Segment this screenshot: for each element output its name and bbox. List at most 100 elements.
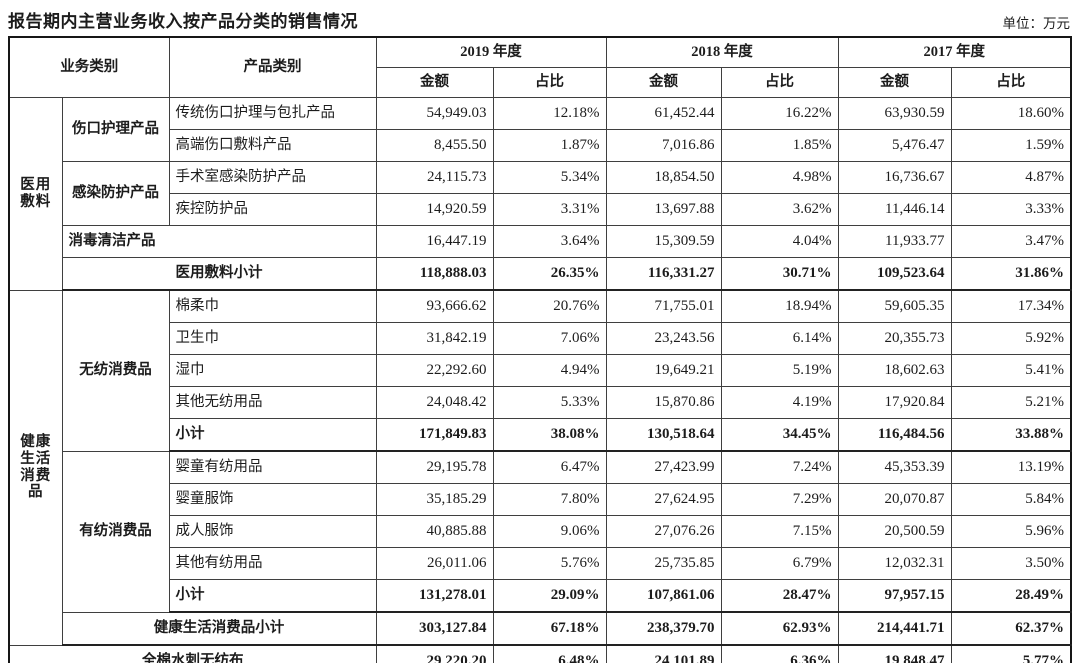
cell-amount-2019: 8,455.50 — [375, 129, 494, 162]
cell-amount-2018: 25,735.85 — [605, 547, 722, 580]
table-row: 健康生活消费品 无纺消费品 棉柔巾 93,666.62 20.76% 71,75… — [8, 289, 1072, 646]
cell-ratio-2017: 5.41% — [950, 354, 1072, 387]
subtotal-row-healthy-living: 健康生活消费品小计 303,127.84 67.18% 238,379.70 6… — [9, 611, 1072, 646]
cell-ratio-2019: 4.94% — [492, 354, 607, 387]
cell-amount-2018: 107,861.06 — [605, 579, 722, 613]
table-row: 成人服饰 40,885.88 9.06% 27,076.26 7.15% 20,… — [9, 515, 1072, 548]
cell-ratio-2019: 38.08% — [492, 418, 607, 452]
cell-ratio-2018: 16.22% — [720, 97, 839, 130]
cell-ratio-2018: 6.79% — [720, 547, 839, 580]
cell-amount-2018: 23,243.56 — [605, 322, 722, 355]
cell-amount-2018: 15,309.59 — [605, 225, 722, 258]
table-header-row-years: 业务类别 产品类别 2019 年度 2018 年度 2017 年度 — [8, 36, 1072, 98]
table-row: 卫生巾 31,842.19 7.06% 23,243.56 6.14% 20,3… — [9, 322, 1072, 355]
cell-amount-2019: 171,849.83 — [375, 418, 494, 452]
cell-amount-2019: 54,949.03 — [375, 97, 494, 130]
row-spunlace-nonwoven: 全棉水刺无纺布 29,220.20 6.48% 24,101.89 6.36% … — [8, 644, 1072, 663]
cell-ratio-2017: 5.77% — [950, 644, 1072, 663]
revenue-by-product-table: 业务类别 产品类别 2019 年度 2018 年度 2017 年度 金额 占比 … — [8, 36, 1072, 663]
cell-ratio-2017: 3.50% — [950, 547, 1072, 580]
table-row: 湿巾 22,292.60 4.94% 19,649.21 5.19% 18,60… — [9, 354, 1072, 387]
cell-amount-2017: 19,848.47 — [837, 644, 952, 663]
cell-ratio-2018: 4.19% — [720, 386, 839, 419]
cell-ratio-2019: 9.06% — [492, 515, 607, 548]
cell-ratio-2018: 7.24% — [720, 450, 839, 484]
cell-amount-2017: 20,355.73 — [837, 322, 952, 355]
cell-amount-2018: 7,016.86 — [605, 129, 722, 162]
cell-ratio-2017: 13.19% — [950, 450, 1072, 484]
cell-ratio-2019: 3.31% — [492, 193, 607, 226]
cell-ratio-2019: 3.64% — [492, 225, 607, 258]
product-label: 疾控防护品 — [168, 193, 377, 226]
cell-ratio-2018: 18.94% — [720, 289, 839, 323]
product-label: 其他无纺用品 — [168, 386, 377, 419]
cell-ratio-2019: 5.33% — [492, 386, 607, 419]
cell-amount-2019: 16,447.19 — [375, 225, 494, 258]
cell-amount-2018: 27,624.95 — [605, 483, 722, 516]
cell-amount-2019: 93,666.62 — [375, 289, 494, 323]
cell-ratio-2017: 5.21% — [950, 386, 1072, 419]
cell-ratio-2018: 5.19% — [720, 354, 839, 387]
group-medical-dressings: 医用敷料 — [8, 97, 63, 291]
cell-amount-2018: 130,518.64 — [605, 418, 722, 452]
header-amount-2017: 金额 — [837, 67, 952, 98]
cell-amount-2017: 45,353.39 — [837, 450, 952, 484]
cell-ratio-2019: 6.48% — [492, 644, 607, 663]
cell-ratio-2019: 6.47% — [492, 450, 607, 484]
cell-amount-2017: 116,484.56 — [837, 418, 952, 452]
cell-amount-2019: 26,011.06 — [375, 547, 494, 580]
cell-amount-2017: 16,736.67 — [837, 161, 952, 194]
subgroup-woven: 有纺消费品 — [61, 450, 170, 613]
cell-ratio-2017: 18.60% — [950, 97, 1072, 130]
cell-amount-2019: 29,195.78 — [375, 450, 494, 484]
cell-amount-2017: 109,523.64 — [837, 257, 952, 291]
cell-ratio-2017: 3.33% — [950, 193, 1072, 226]
subtotal-label: 健康生活消费品小计 — [61, 611, 377, 646]
cell-amount-2018: 19,649.21 — [605, 354, 722, 387]
cell-ratio-2017: 5.84% — [950, 483, 1072, 516]
cell-amount-2018: 13,697.88 — [605, 193, 722, 226]
header-amount-2019: 金额 — [375, 67, 494, 98]
cell-ratio-2017: 62.37% — [950, 611, 1072, 646]
subtotal-label: 小计 — [168, 418, 377, 452]
cell-amount-2019: 131,278.01 — [375, 579, 494, 613]
cell-amount-2017: 11,446.14 — [837, 193, 952, 226]
product-label-disinfection: 消毒清洁产品 — [61, 225, 377, 258]
cell-ratio-2019: 29.09% — [492, 579, 607, 613]
product-label: 湿巾 — [168, 354, 377, 387]
cell-amount-2017: 18,602.63 — [837, 354, 952, 387]
cell-amount-2019: 29,220.20 — [375, 644, 494, 663]
subtotal-label: 小计 — [168, 579, 377, 613]
table-header-row-measures: 金额 占比 金额 占比 金额 占比 — [9, 67, 1072, 98]
title-bar: 报告期内主营业务收入按产品分类的销售情况 单位：万元 — [8, 4, 1072, 32]
table-row: 医用敷料 伤口护理产品 传统伤口护理与包扎产品 54,949.03 12.18%… — [8, 97, 1072, 291]
cell-amount-2017: 12,032.31 — [837, 547, 952, 580]
page-title: 报告期内主营业务收入按产品分类的销售情况 — [8, 12, 358, 31]
cell-ratio-2018: 3.62% — [720, 193, 839, 226]
cell-amount-2019: 303,127.84 — [375, 611, 494, 646]
header-business-category: 业务类别 — [8, 36, 170, 98]
cell-amount-2018: 24,101.89 — [605, 644, 722, 663]
cell-ratio-2017: 4.87% — [950, 161, 1072, 194]
table-row: 其他无纺用品 24,048.42 5.33% 15,870.86 4.19% 1… — [9, 386, 1072, 419]
cell-amount-2018: 27,076.26 — [605, 515, 722, 548]
cell-ratio-2019: 20.76% — [492, 289, 607, 323]
cell-amount-2018: 18,854.50 — [605, 161, 722, 194]
cell-amount-2017: 20,070.87 — [837, 483, 952, 516]
table-row: 其他有纺用品 26,011.06 5.76% 25,735.85 6.79% 1… — [9, 547, 1072, 580]
cell-ratio-2019: 26.35% — [492, 257, 607, 291]
cell-ratio-2018: 28.47% — [720, 579, 839, 613]
cell-amount-2017: 59,605.35 — [837, 289, 952, 323]
cell-amount-2019: 24,048.42 — [375, 386, 494, 419]
cell-amount-2019: 22,292.60 — [375, 354, 494, 387]
table-row: 有纺消费品 婴童有纺用品 29,195.78 6.47% 27,423.99 7… — [9, 450, 1072, 613]
row-label: 全棉水刺无纺布 — [8, 644, 377, 663]
header-product-category: 产品类别 — [168, 36, 377, 98]
header-year-2017: 2017 年度 — [837, 36, 1072, 68]
cell-amount-2018: 61,452.44 — [605, 97, 722, 130]
cell-ratio-2019: 12.18% — [492, 97, 607, 130]
subgroup-nonwoven: 无纺消费品 — [61, 289, 170, 452]
cell-ratio-2017: 3.47% — [950, 225, 1072, 258]
cell-amount-2019: 40,885.88 — [375, 515, 494, 548]
